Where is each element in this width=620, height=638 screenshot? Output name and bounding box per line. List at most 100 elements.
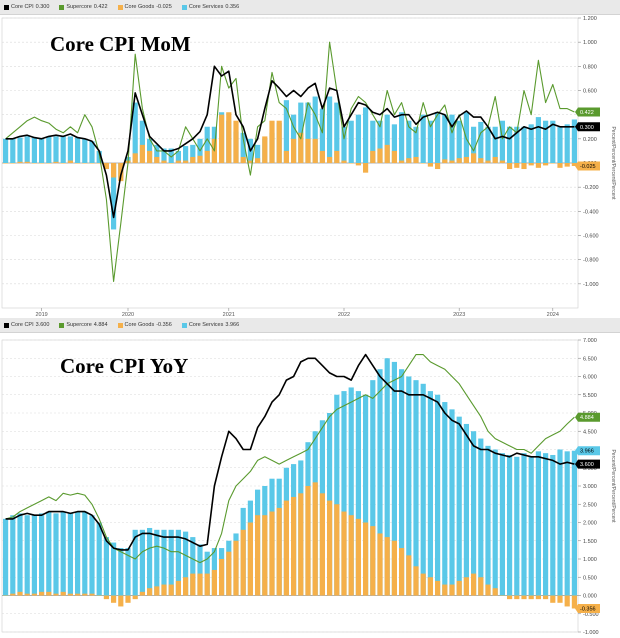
legend-swatch	[59, 4, 65, 10]
mom-xtick-label: 2022	[338, 312, 350, 318]
yoy-core_goods-bar	[413, 566, 419, 596]
yoy-core_services-bar	[550, 454, 556, 596]
mom-core_services-bar	[355, 114, 361, 163]
yoy-core_goods-bar	[111, 595, 117, 603]
yoy-core_goods-bar	[204, 573, 210, 596]
yoy-ytick-label: 2.500	[583, 502, 597, 508]
yoy-core_goods-bar	[355, 518, 361, 596]
mom-core_services-bar	[435, 112, 441, 163]
yoy-core_goods-bar	[175, 580, 181, 596]
yoy-legend-core-cpi: Core CPI 3.600	[4, 322, 49, 328]
mom-core_goods-bar	[355, 163, 361, 166]
yoy-core_goods-bar	[139, 591, 145, 596]
mom-ytick-label: 1.200	[583, 16, 597, 22]
yoy-ytick-label: 2.000	[583, 521, 597, 527]
mom-ytick-label: 0.600	[583, 89, 597, 95]
yoy-legend: Core CPI 3.600 Supercore 4.884 Core Goods -…	[0, 318, 620, 333]
yoy-core_goods-bar	[327, 500, 333, 596]
mom-core_goods-bar	[175, 160, 181, 163]
yoy-core_goods-bar	[435, 580, 441, 596]
mom-core_services-bar	[528, 124, 534, 163]
yoy-core_services-bar	[168, 529, 174, 596]
mom-legend-supercore: Supercore 0.422	[59, 4, 108, 10]
yoy-core_services-bar	[557, 449, 563, 596]
mom-core_goods-bar	[255, 158, 261, 163]
yoy-end-label-core_goods: -0.356	[575, 603, 600, 613]
yoy-core_goods-bar	[363, 522, 369, 596]
mom-core_goods-bar	[341, 160, 347, 163]
yoy-end-label-box	[575, 412, 600, 422]
mom-core_goods-bar	[53, 161, 59, 163]
yoy-ytick-label: 1.000	[583, 557, 597, 563]
mom-core_goods-bar	[334, 150, 340, 163]
mom-core_goods-bar	[291, 138, 297, 163]
yoy-ytick-label: 5.500	[583, 393, 597, 399]
mom-core_goods-bar	[96, 163, 102, 164]
yoy-core_goods-bar	[564, 595, 570, 607]
yoy-core_services-bar	[31, 515, 37, 596]
mom-ytick-label: -0.400	[583, 209, 599, 215]
mom-core_goods-bar	[60, 163, 66, 164]
yoy-core_goods-bar	[478, 577, 484, 596]
yoy-core_goods-bar	[154, 586, 160, 596]
legend-value: -0.025	[156, 4, 172, 10]
yoy-end-label-text: -0.356	[580, 606, 596, 612]
yoy-core_goods-bar	[190, 573, 196, 596]
yoy-core_services-bar	[10, 515, 16, 596]
legend-value: 0.356	[225, 4, 240, 10]
mom-core_services-bar	[391, 124, 397, 163]
mom-core_goods-bar	[413, 156, 419, 163]
mom-ylabel: Percent/Percent/Percent/Percent	[610, 126, 616, 200]
yoy-core_services-bar	[535, 451, 541, 596]
mom-core_goods-bar	[427, 163, 433, 167]
mom-core_services-bar	[485, 126, 491, 163]
mom-core_goods-bar	[384, 144, 390, 163]
mom-core_goods-bar	[82, 163, 88, 164]
mom-xtick-label: 2019	[35, 312, 47, 318]
yoy-ytick-label: 3.000	[583, 484, 597, 490]
mom-core_services-bar	[3, 138, 9, 163]
yoy-core_services-bar	[348, 387, 354, 596]
mom-chart-title: Core CPI MoM	[50, 32, 191, 56]
mom-ytick-label: -1.000	[583, 282, 599, 288]
yoy-core_goods-bar	[24, 593, 30, 596]
legend-name: Supercore	[66, 322, 92, 328]
yoy-end-label-box	[575, 446, 600, 456]
yoy-chart-title: Core CPI YoY	[60, 354, 189, 378]
yoy-end-label-supercore: 4.884	[575, 412, 600, 422]
mom-core_services-bar	[240, 132, 246, 163]
yoy-core_goods-bar	[269, 511, 275, 596]
mom-panel: Core CPI 0.300 Supercore 0.422 Core Goods -…	[0, 0, 620, 318]
yoy-core_services-bar	[154, 529, 160, 596]
yoy-core_services-bar	[46, 511, 52, 596]
yoy-ytick-label: 3.500	[583, 466, 597, 472]
yoy-core_goods-bar	[60, 591, 66, 596]
yoy-core_services-bar	[514, 456, 520, 596]
yoy-core_goods-bar	[132, 595, 138, 600]
legend-name: Core CPI	[11, 322, 34, 328]
mom-chart: 1.2001.0000.8000.6000.4000.2000.000-0.20…	[1, 16, 616, 318]
legend-value: 3.600	[35, 322, 50, 328]
yoy-end-label-core_services: 3.966	[575, 446, 600, 456]
mom-core_goods-bar	[463, 156, 469, 163]
yoy-core_goods-bar	[298, 493, 304, 596]
yoy-core_services-bar	[39, 513, 45, 596]
mom-core_goods-bar	[543, 163, 549, 166]
mom-core_services-bar	[89, 141, 95, 163]
mom-core_goods-bar	[262, 136, 268, 163]
mom-legend-core-goods: Core Goods -0.025	[117, 4, 172, 10]
mom-core_services-bar	[17, 137, 23, 163]
yoy-core_cpi-line	[5, 353, 575, 551]
legend-name: Supercore	[66, 4, 92, 10]
yoy-core_services-bar	[24, 515, 30, 596]
yoy-core_goods-bar	[420, 573, 426, 596]
yoy-core_goods-bar	[3, 595, 9, 596]
legend-value: 4.884	[93, 322, 108, 328]
mom-core_goods-bar	[550, 163, 556, 164]
yoy-core_goods-bar	[305, 486, 311, 596]
mom-core_goods-bar	[528, 163, 534, 166]
mom-core_services-bar	[161, 148, 167, 163]
yoy-ytick-label: 6.000	[583, 375, 597, 381]
mom-end-label-text: 0.300	[580, 125, 594, 131]
yoy-core_services-bar	[334, 394, 340, 596]
